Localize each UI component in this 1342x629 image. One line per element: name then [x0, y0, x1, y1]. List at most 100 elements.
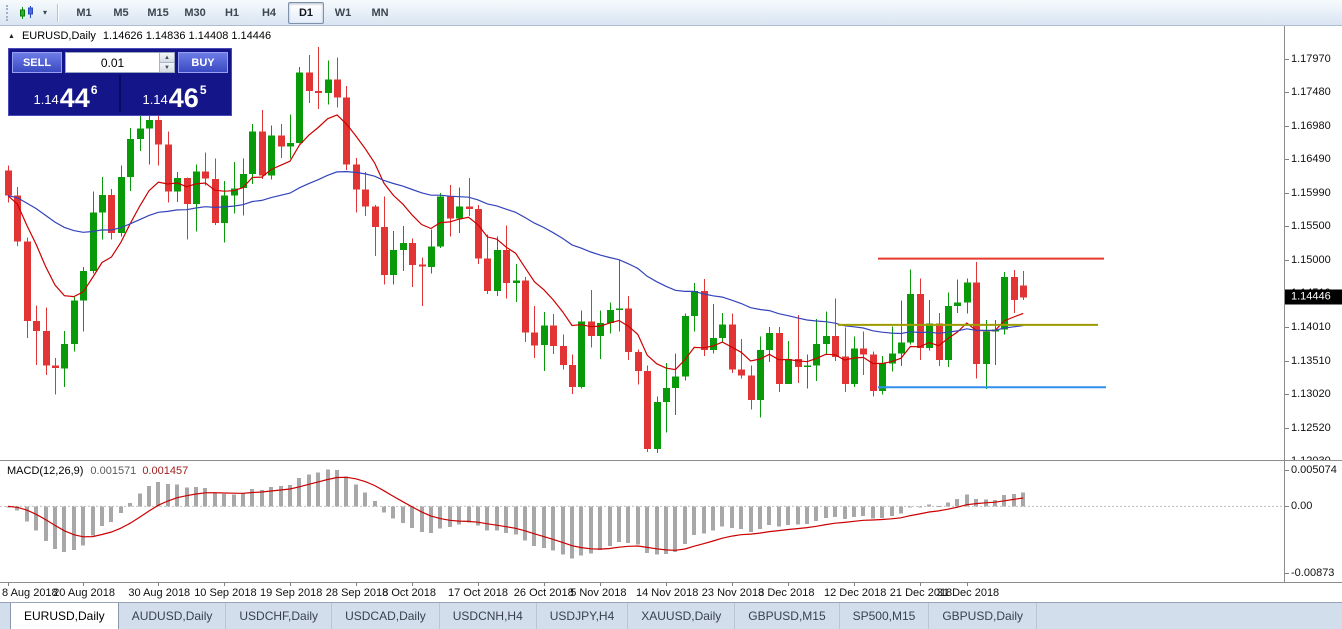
timeframe-button-d1[interactable]: D1: [288, 1, 325, 24]
candle-body: [879, 363, 886, 392]
macd-plot[interactable]: MACD(12,26,9) 0.001571 0.001457: [0, 461, 1284, 582]
candle-body: [701, 291, 708, 350]
candle-body: [936, 323, 943, 361]
macd-histogram-bar: [824, 506, 828, 518]
macd-histogram-bar: [410, 506, 414, 528]
price-axis[interactable]: 1.14446 1.17970 1.17480 1.16980 1.16490 1.15…: [1284, 26, 1342, 467]
price-tick-label: 1.12520: [1291, 421, 1331, 434]
candle-body: [61, 343, 68, 369]
macd-histogram-bar: [119, 506, 123, 514]
price-tick-label: 1.16980: [1291, 120, 1331, 132]
macd-histogram-bar: [655, 506, 659, 555]
toolbar-grip[interactable]: [6, 4, 8, 21]
macd-axis[interactable]: 0.005074 0.00 -0.00873: [1284, 461, 1342, 582]
chart-tab-gbpusd-m15[interactable]: GBPUSD,M15: [735, 603, 840, 629]
chart-tab-usdcnh-h4[interactable]: USDCNH,H4: [440, 603, 537, 629]
macd-histogram-bar: [25, 506, 29, 522]
macd-histogram-bar: [1012, 493, 1016, 507]
timeframe-button-m30[interactable]: M30: [184, 6, 206, 19]
macd-histogram-bar: [796, 506, 800, 525]
chart-tab-usdcad-daily[interactable]: USDCAD,Daily: [332, 603, 440, 629]
date-tick-label: 10 Sep 2018: [194, 587, 257, 599]
macd-label: MACD(12,26,9) 0.001571 0.001457: [7, 465, 188, 477]
candle-body: [964, 282, 971, 303]
price-tick-mark: [1285, 192, 1289, 194]
candle-body: [202, 171, 209, 179]
macd-histogram-bar: [15, 506, 19, 511]
timeframe-button-mn[interactable]: MN: [371, 6, 389, 19]
ma-slow-line: [7, 170, 1024, 335]
sell-price-display[interactable]: 1.14 44 6: [12, 75, 119, 112]
chart-tab-usdjpy-h4[interactable]: USDJPY,H4: [537, 603, 629, 629]
candle-body: [372, 206, 379, 227]
timeframe-button-m15[interactable]: M15: [147, 6, 169, 19]
candle-body: [776, 333, 783, 384]
timeframe-button-h1[interactable]: H1: [224, 6, 240, 19]
candlestick-chart: [5, 46, 1106, 453]
candle-body: [240, 174, 247, 189]
macd-value-main: 0.001571: [90, 465, 137, 477]
chart-title: ▲ EURUSD,Daily 1.14626 1.14836 1.14408 1…: [8, 30, 271, 42]
lot-size-input[interactable]: 0.01: [100, 55, 125, 70]
macd-histogram-bar: [664, 506, 668, 554]
macd-histogram-bar: [617, 506, 621, 543]
candle-body: [24, 241, 31, 321]
candle-body: [870, 354, 877, 392]
macd-histogram-bar: [561, 506, 565, 555]
candle-body: [531, 332, 538, 346]
macd-histogram-bar: [767, 506, 771, 526]
timeframe-button-w1[interactable]: W1: [334, 6, 352, 19]
macd-histogram-bar: [354, 484, 358, 507]
dropdown-caret-icon[interactable]: ▾: [43, 8, 48, 17]
candle-body: [71, 300, 78, 344]
macd-histogram-bar: [899, 506, 903, 514]
chart-type-icon[interactable]: [15, 2, 39, 24]
chart-tab-usdchf-daily[interactable]: USDCHF,Daily: [226, 603, 333, 629]
timeframe-button-m5[interactable]: M5: [113, 6, 129, 19]
macd-name: MACD(12,26,9): [7, 465, 84, 477]
price-tick-label: 1.16490: [1291, 153, 1331, 166]
lot-increase-button[interactable]: ▲: [160, 53, 174, 62]
macd-histogram-bar: [485, 506, 489, 531]
candle-body: [541, 325, 548, 346]
macd-histogram-bar: [307, 474, 311, 507]
candle-body: [560, 345, 567, 365]
date-tick-mark: [224, 583, 226, 586]
timeframe-button-h4[interactable]: H4: [261, 6, 277, 19]
macd-histogram-bar: [34, 506, 38, 531]
macd-histogram-bar: [739, 506, 743, 529]
chart-tab-sp500-m15[interactable]: SP500,M15: [840, 603, 930, 629]
macd-histogram-bar: [730, 506, 734, 528]
macd-histogram-bar: [608, 506, 612, 546]
candle-body: [221, 195, 228, 223]
macd-histogram-bar: [232, 494, 236, 507]
chart-tab-gbpusd-daily[interactable]: GBPUSD,Daily: [929, 603, 1038, 629]
buy-button[interactable]: BUY: [178, 52, 228, 73]
macd-histogram-bar: [890, 506, 894, 517]
candle-body: [625, 308, 632, 352]
timeframe-button-m1[interactable]: M1: [76, 6, 92, 19]
candle-body: [52, 365, 59, 369]
lot-decrease-button[interactable]: ▼: [160, 62, 174, 72]
macd-histogram-bar: [918, 506, 922, 508]
price-tick-label: 1.15000: [1291, 253, 1331, 266]
macd-histogram-bar: [965, 494, 969, 507]
sell-button[interactable]: SELL: [12, 52, 62, 73]
candle-body: [155, 119, 162, 145]
sell-price-prefix: 1.14: [33, 92, 59, 107]
macd-histogram-bar: [786, 506, 790, 526]
candle-body: [334, 79, 341, 98]
date-axis[interactable]: 8 Aug 2018 20 Aug 2018 30 Aug 2018 10 Sep 2…: [0, 582, 1342, 602]
date-tick-label: 26 Oct 2018: [513, 587, 574, 599]
buy-price-display[interactable]: 1.14 46 5: [121, 75, 228, 112]
chart-tab-eurusd-daily[interactable]: EURUSD,Daily: [10, 603, 119, 629]
candle-body: [466, 206, 473, 210]
candle-body: [738, 369, 745, 376]
candle-body: [456, 206, 463, 219]
price-chart-plot[interactable]: ▲ EURUSD,Daily 1.14626 1.14836 1.14408 1…: [0, 26, 1284, 460]
ma-fast-line: [7, 114, 1024, 371]
chart-tab-audusd-daily[interactable]: AUDUSD,Daily: [119, 603, 227, 629]
candle-body: [447, 196, 454, 219]
chart-tab-xauusd-daily[interactable]: XAUUSD,Daily: [628, 603, 736, 629]
candle-body: [748, 375, 755, 401]
